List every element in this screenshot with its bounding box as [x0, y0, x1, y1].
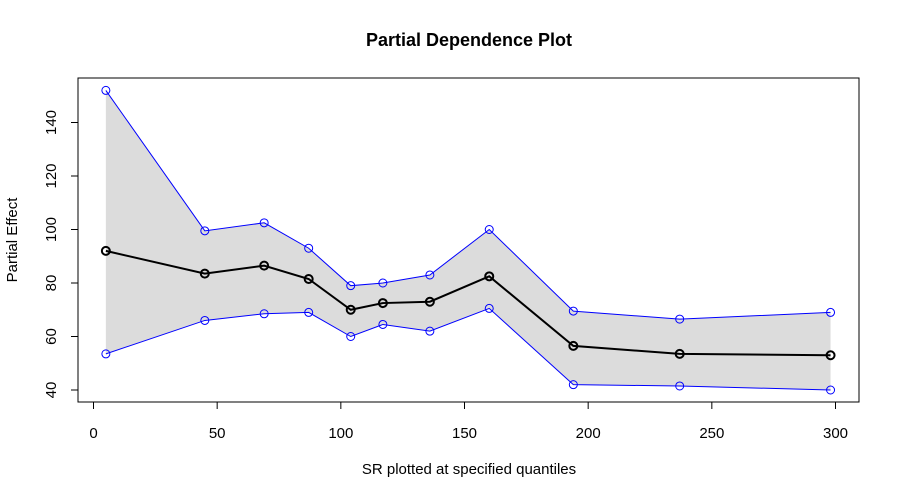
- data-point-lower: [484, 303, 494, 313]
- series-line-estimate: [105, 249, 831, 357]
- data-point-lower: [101, 349, 111, 359]
- data-point-estimate: [568, 340, 579, 351]
- data-point-lower: [425, 326, 435, 336]
- data-point-lower: [568, 380, 578, 390]
- plot-frame: [77, 77, 860, 403]
- data-point-upper: [568, 306, 578, 316]
- confidence-band: [105, 90, 831, 391]
- data-point-lower: [304, 307, 314, 317]
- series-line-upper: [105, 90, 831, 320]
- data-point-upper: [346, 281, 356, 291]
- data-point-upper: [378, 278, 388, 288]
- x-tick-label: 50: [209, 425, 226, 442]
- y-tick-label: 100: [43, 217, 60, 242]
- data-point-estimate: [259, 260, 270, 271]
- data-point-upper: [259, 218, 269, 228]
- data-point-estimate: [199, 268, 210, 279]
- x-tick-label: 100: [328, 425, 353, 442]
- data-point-lower: [200, 315, 210, 325]
- data-point-lower: [346, 332, 356, 341]
- y-tick-label: 80: [43, 275, 60, 292]
- data-point-lower: [675, 381, 685, 391]
- data-point-estimate: [825, 350, 836, 361]
- data-point-upper: [675, 314, 685, 324]
- data-point-upper: [425, 270, 435, 280]
- x-tick-label: 150: [452, 425, 477, 442]
- data-point-upper: [200, 226, 210, 236]
- data-point-lower: [259, 309, 269, 319]
- series-layer: [100, 85, 836, 395]
- data-point-estimate: [424, 296, 435, 307]
- y-axis-label: Partial Effect: [4, 197, 21, 283]
- x-axis-label: SR plotted at specified quantiles: [362, 461, 576, 478]
- data-point-estimate: [303, 273, 314, 284]
- data-point-upper: [101, 85, 111, 95]
- data-point-upper: [304, 243, 314, 253]
- y-tick-label: 140: [43, 110, 60, 135]
- data-point-estimate: [484, 271, 495, 282]
- confidence-band-area: [105, 90, 831, 391]
- data-point-upper: [484, 225, 494, 234]
- data-point-estimate: [674, 348, 685, 359]
- series-upper: [101, 85, 836, 324]
- series-line-lower: [105, 307, 831, 391]
- x-tick-label: 250: [699, 425, 724, 442]
- data-point-estimate: [100, 245, 111, 256]
- data-point-lower: [826, 385, 836, 395]
- x-tick-label: 300: [823, 425, 848, 442]
- x-tick-label: 0: [89, 425, 97, 442]
- data-point-upper: [826, 307, 836, 317]
- y-tick-label: 60: [43, 328, 60, 345]
- y-tick-label: 120: [43, 163, 60, 188]
- x-tick-label: 200: [576, 425, 601, 442]
- series-lower: [101, 303, 836, 395]
- chart-title: Partial Dependence Plot: [366, 30, 572, 50]
- series-estimate: [100, 245, 836, 361]
- y-tick-label: 40: [43, 382, 60, 399]
- data-point-estimate: [345, 304, 356, 315]
- data-point-lower: [378, 319, 388, 329]
- data-point-estimate: [377, 298, 388, 309]
